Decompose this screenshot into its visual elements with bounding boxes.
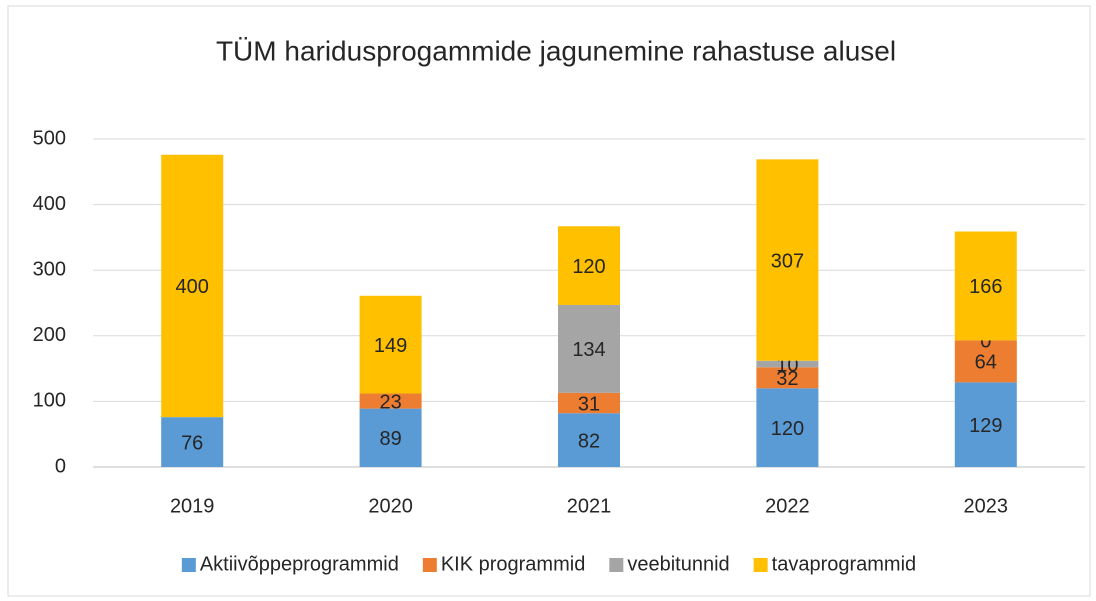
x-tick-label: 2022	[765, 495, 810, 517]
legend-swatch	[753, 558, 768, 572]
y-tick-label: 0	[55, 455, 66, 477]
legend-label: KIK programmid	[441, 553, 586, 575]
legend-swatch	[609, 558, 624, 572]
data-label: 166	[969, 276, 1002, 298]
data-label: 31	[578, 393, 600, 415]
data-label: 120	[771, 418, 804, 440]
legend-label: tavaprogrammid	[772, 553, 917, 575]
data-label: 400	[176, 276, 209, 298]
y-tick-label: 300	[33, 258, 66, 280]
data-label: 32	[776, 368, 798, 390]
data-label: 64	[975, 352, 997, 374]
chart-title: TÜM haridusprogammide jagunemine rahastu…	[216, 35, 896, 66]
data-label: 307	[771, 250, 804, 272]
bar-segment	[161, 417, 224, 467]
bar-segment	[558, 304, 620, 393]
data-label: 0	[980, 331, 991, 353]
data-label: 89	[379, 428, 401, 450]
data-label: 134	[572, 339, 605, 361]
bar-segment	[558, 413, 620, 467]
bar-segment	[756, 360, 819, 368]
y-tick-label: 200	[33, 324, 66, 346]
x-tick-label: 2023	[964, 495, 1009, 517]
bar-segment	[359, 295, 422, 394]
bar-segment	[954, 382, 1017, 467]
x-tick-label: 2020	[368, 495, 413, 517]
bar-segment	[558, 226, 620, 305]
data-label: 129	[969, 415, 1002, 437]
bar-segment	[756, 388, 819, 467]
legend-label: Aktiivõppeprogrammid	[200, 553, 399, 575]
data-label: 149	[374, 335, 407, 357]
legend-swatch	[422, 558, 437, 572]
legend-label: veebitunnid	[627, 553, 729, 575]
bar-segment	[954, 231, 1017, 341]
bar-segment	[756, 159, 819, 361]
bar-segment	[954, 340, 1017, 383]
x-tick-label: 2021	[567, 495, 612, 517]
y-tick-label: 400	[33, 193, 66, 215]
legend-swatch	[181, 558, 196, 572]
bar-segment	[161, 154, 224, 418]
bar-segment	[359, 408, 422, 467]
y-tick-label: 500	[33, 127, 66, 149]
data-label: 76	[181, 432, 203, 454]
data-label: 120	[572, 256, 605, 278]
data-label: 82	[578, 430, 600, 452]
y-tick-label: 100	[33, 390, 66, 412]
bar-segment	[359, 393, 422, 409]
x-tick-label: 2019	[170, 495, 215, 517]
data-label: 23	[379, 391, 401, 413]
bar-segment	[558, 392, 620, 414]
bar-segment	[756, 367, 819, 389]
